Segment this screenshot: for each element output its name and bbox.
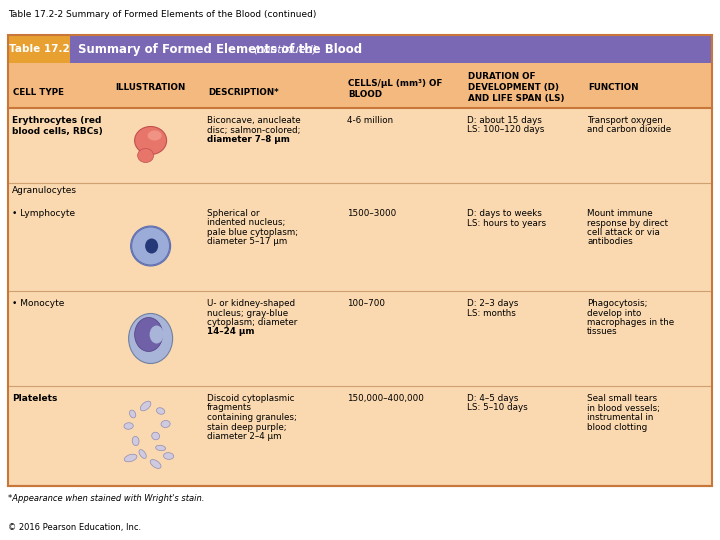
Ellipse shape [148, 131, 161, 140]
Text: U- or kidney-shaped: U- or kidney-shaped [207, 299, 295, 308]
Text: Seal small tears: Seal small tears [587, 394, 657, 403]
Ellipse shape [139, 450, 146, 458]
Ellipse shape [156, 446, 166, 451]
Text: cell attack or via: cell attack or via [587, 228, 660, 237]
Ellipse shape [163, 453, 174, 460]
Ellipse shape [145, 239, 158, 253]
Text: *Appearance when stained with Wright's stain.: *Appearance when stained with Wright's s… [8, 494, 204, 503]
Text: diameter 5–17 μm: diameter 5–17 μm [207, 238, 287, 246]
Text: nucleus; gray-blue: nucleus; gray-blue [207, 308, 288, 318]
Text: CELLS/μL (mm³) OF
BLOOD: CELLS/μL (mm³) OF BLOOD [348, 79, 443, 99]
Text: • Monocyte: • Monocyte [12, 299, 65, 308]
Ellipse shape [129, 314, 173, 363]
Text: and carbon dioxide: and carbon dioxide [587, 125, 671, 134]
Ellipse shape [125, 454, 137, 462]
Text: DURATION OF
DEVELOPMENT (D)
AND LIFE SPAN (LS): DURATION OF DEVELOPMENT (D) AND LIFE SPA… [468, 72, 564, 104]
Text: indented nucleus;: indented nucleus; [207, 219, 286, 227]
Text: diameter 2–4 μm: diameter 2–4 μm [207, 432, 282, 441]
Text: CELL TYPE: CELL TYPE [13, 87, 64, 97]
Bar [8, 108, 712, 183]
Text: D: days to weeks: D: days to weeks [467, 209, 542, 218]
Text: Table 17.2-2 Summary of Formed Elements of the Blood (continued): Table 17.2-2 Summary of Formed Elements … [8, 10, 317, 19]
Ellipse shape [135, 126, 166, 154]
Text: LS: 5–10 days: LS: 5–10 days [467, 403, 528, 413]
Text: fragments: fragments [207, 403, 252, 413]
Text: D: about 15 days: D: about 15 days [467, 116, 542, 125]
Text: FUNCTION: FUNCTION [588, 83, 639, 92]
Text: disc; salmon-colored;: disc; salmon-colored; [207, 125, 301, 134]
Text: diameter 7–8 μm: diameter 7–8 μm [207, 135, 290, 144]
Bar [8, 183, 712, 201]
Circle shape [132, 227, 170, 265]
Text: response by direct: response by direct [587, 219, 668, 227]
Text: Biconcave, anucleate: Biconcave, anucleate [207, 116, 301, 125]
Bar [8, 386, 712, 486]
Ellipse shape [150, 460, 161, 468]
Text: Mount immune: Mount immune [587, 209, 652, 218]
Text: 1500–3000: 1500–3000 [347, 209, 396, 218]
Text: Summary of Formed Elements of the Blood: Summary of Formed Elements of the Blood [78, 43, 366, 56]
Text: © 2016 Pearson Education, Inc.: © 2016 Pearson Education, Inc. [8, 523, 141, 532]
Text: LS: 100–120 days: LS: 100–120 days [467, 125, 544, 134]
Ellipse shape [161, 421, 170, 428]
Text: macrophages in the: macrophages in the [587, 318, 674, 327]
Text: blood clotting: blood clotting [587, 422, 647, 431]
Text: Table 17.2: Table 17.2 [9, 44, 70, 54]
Text: stain deep purple;: stain deep purple; [207, 422, 287, 431]
Text: Platelets: Platelets [12, 394, 58, 403]
Bar [8, 291, 712, 386]
Text: 150,000–400,000: 150,000–400,000 [347, 394, 424, 403]
Text: D: 4–5 days: D: 4–5 days [467, 394, 518, 403]
Text: in blood vessels;: in blood vessels; [587, 403, 660, 413]
Bar [8, 201, 712, 291]
Text: Phagocytosis;: Phagocytosis; [587, 299, 647, 308]
Text: Discoid cytoplasmic: Discoid cytoplasmic [207, 394, 294, 403]
Circle shape [130, 226, 171, 266]
Bar [8, 35, 712, 486]
Text: antibodies: antibodies [587, 238, 633, 246]
Text: Erythrocytes (red
blood cells, RBCs): Erythrocytes (red blood cells, RBCs) [12, 116, 103, 136]
Bar [8, 63, 712, 108]
Ellipse shape [135, 318, 163, 352]
Text: (continued): (continued) [253, 44, 318, 54]
Text: Transport oxygen: Transport oxygen [587, 116, 663, 125]
Text: tissues: tissues [587, 327, 618, 336]
Text: DESCRIPTION*: DESCRIPTION* [208, 87, 279, 97]
Text: ILLUSTRATION: ILLUSTRATION [115, 83, 186, 92]
Text: LS: hours to years: LS: hours to years [467, 219, 546, 227]
Text: 14–24 μm: 14–24 μm [207, 327, 255, 336]
Ellipse shape [138, 148, 153, 163]
Text: pale blue cytoplasm;: pale blue cytoplasm; [207, 228, 298, 237]
Ellipse shape [132, 436, 139, 446]
Ellipse shape [156, 408, 165, 414]
Text: instrumental in: instrumental in [587, 413, 654, 422]
Text: • Lymphocyte: • Lymphocyte [12, 209, 76, 218]
Bar [8, 35, 712, 63]
Ellipse shape [138, 233, 163, 259]
Text: 4-6 million: 4-6 million [347, 116, 393, 125]
Ellipse shape [130, 410, 136, 418]
Ellipse shape [152, 432, 160, 440]
Text: containing granules;: containing granules; [207, 413, 297, 422]
Text: Spherical or: Spherical or [207, 209, 260, 218]
Text: cytoplasm; diameter: cytoplasm; diameter [207, 318, 297, 327]
Ellipse shape [124, 423, 133, 429]
Ellipse shape [150, 326, 163, 343]
Text: Agranulocytes: Agranulocytes [12, 186, 77, 195]
Text: 100–700: 100–700 [347, 299, 385, 308]
Text: LS: months: LS: months [467, 308, 516, 318]
Ellipse shape [140, 401, 151, 411]
Bar [8, 35, 70, 63]
Text: develop into: develop into [587, 308, 642, 318]
Text: D: 2–3 days: D: 2–3 days [467, 299, 518, 308]
